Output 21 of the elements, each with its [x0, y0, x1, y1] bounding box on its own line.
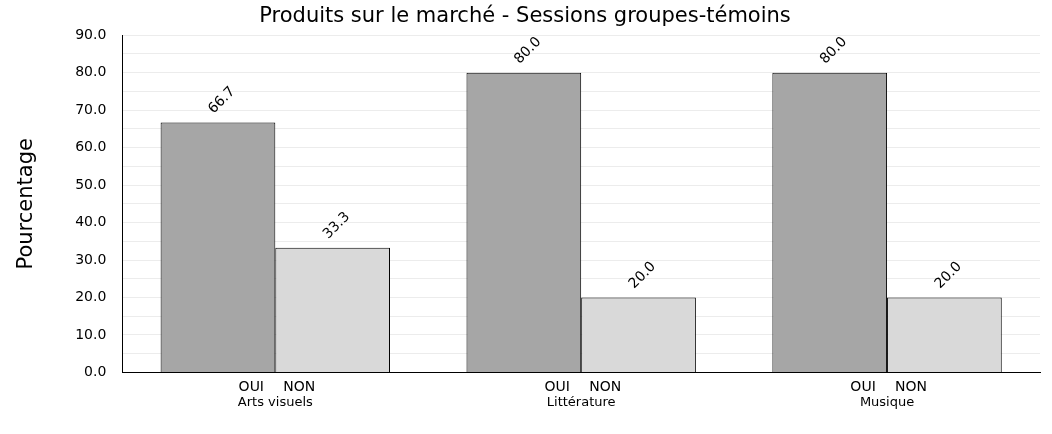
- y-tick-label: 60.0: [75, 138, 107, 155]
- y-tick-label: 90.0: [75, 25, 107, 42]
- y-tick-label: 50.0: [75, 175, 107, 192]
- y-tick-label: 20.0: [75, 288, 107, 305]
- text: OUI: [850, 378, 876, 395]
- y-tick-label: 30.0: [75, 250, 107, 267]
- text: OUI: [544, 378, 570, 395]
- y-axis-title: Pourcentage: [13, 138, 38, 270]
- y-tick-label: 0.0: [84, 363, 107, 380]
- series-label: OUI: [238, 378, 265, 395]
- x-tick-label: Arts visuels: [237, 393, 313, 409]
- y-tick-label: 40.0: [75, 213, 107, 230]
- x-tick-label: Littérature: [546, 393, 616, 409]
- text: NON: [589, 378, 622, 395]
- y-tick-label: 10.0: [75, 325, 107, 342]
- text: NON: [895, 378, 928, 395]
- chart-title: Produits sur le marché - Sessions groupes-témoins: [259, 3, 791, 28]
- y-tick-label: 70.0: [75, 100, 107, 117]
- series-label: NON: [283, 378, 316, 395]
- y-tick-label: 80.0: [75, 63, 107, 80]
- x-tick-label: Musique: [859, 393, 915, 409]
